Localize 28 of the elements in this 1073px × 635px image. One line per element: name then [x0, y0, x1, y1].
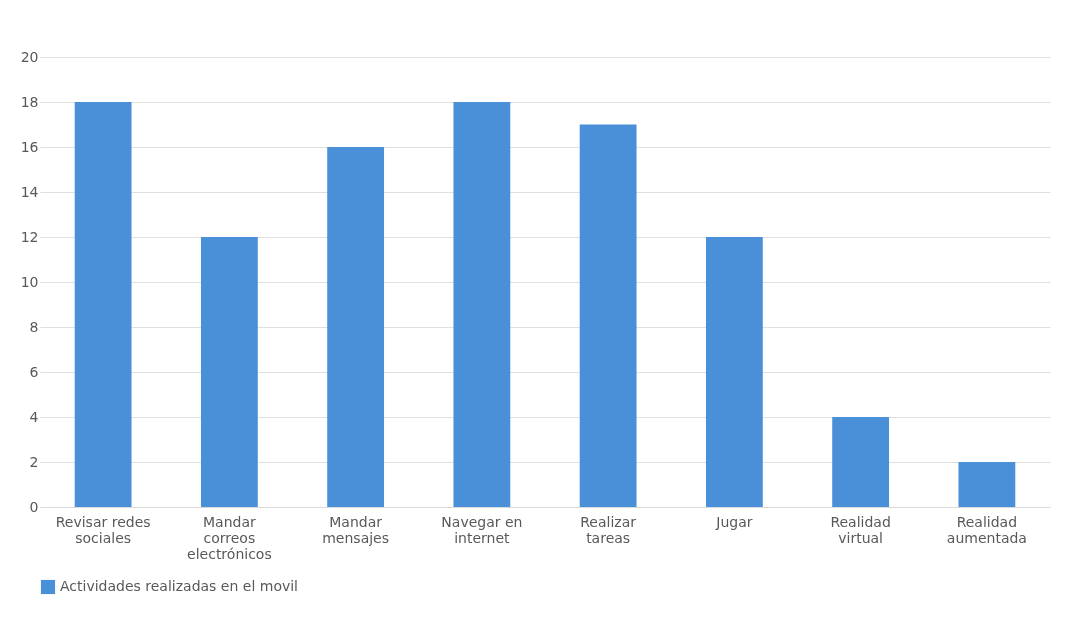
legend-label: Actividades realizadas en el movil [60, 578, 299, 594]
bar [958, 462, 1016, 507]
bar [579, 124, 637, 507]
x-tick-label: Realizar tareas [580, 513, 637, 546]
bar [200, 237, 258, 507]
y-tick-label: 10 [20, 273, 39, 290]
x-tick-label: Jugar [715, 513, 753, 530]
bar [327, 147, 385, 507]
y-tick-label: 0 [29, 498, 39, 515]
y-tick-label: 14 [20, 183, 39, 200]
y-tick-label: 16 [20, 138, 39, 155]
x-tick-label: Realidad aumentada [946, 513, 1027, 546]
bar [705, 237, 763, 507]
bar [74, 102, 132, 507]
x-tick-label: Navegar en internet [441, 513, 523, 546]
bar [453, 102, 511, 507]
x-tick-label: Mandar correos electrónicos [187, 513, 272, 562]
y-tick-label: 8 [29, 318, 39, 335]
y-tick-label: 4 [29, 408, 39, 425]
y-tick-label: 18 [20, 93, 39, 110]
bar [832, 417, 890, 507]
x-tick-label: Revisar redes sociales [55, 513, 151, 546]
x-tick-label: Realidad virtual [830, 513, 891, 546]
y-tick-label: 20 [20, 48, 39, 65]
y-tick-label: 6 [29, 363, 39, 380]
y-tick-label: 12 [20, 228, 39, 245]
x-tick-label: Mandar mensajes [322, 513, 390, 546]
y-tick-label: 2 [29, 453, 39, 470]
